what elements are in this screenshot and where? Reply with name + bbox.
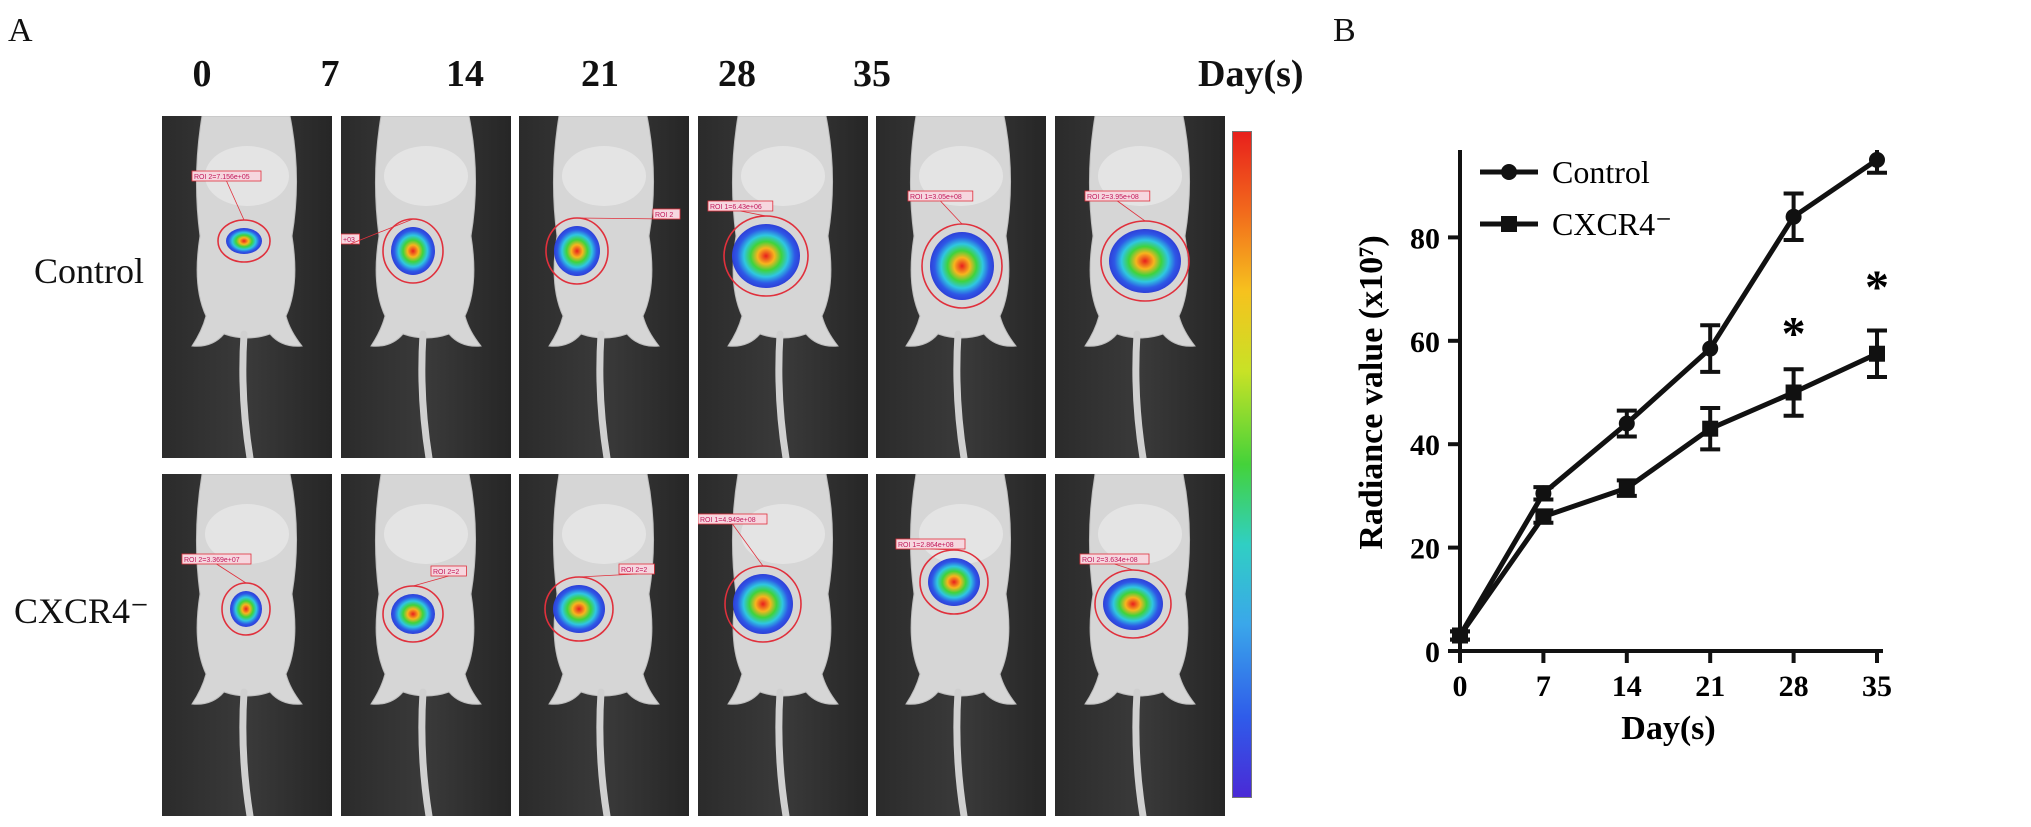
panel-a-letter: A: [8, 12, 33, 49]
x-tick-label-35: 35: [1862, 670, 1892, 703]
svg-text:ROI 2=3.95e+08: ROI 2=3.95e+08: [1087, 194, 1139, 201]
svg-text:ROI 1=3.05e+08: ROI 1=3.05e+08: [910, 194, 962, 201]
day-label-35: 35: [853, 53, 891, 95]
radiance-colorbar: [1232, 131, 1252, 798]
data-point: [1702, 420, 1719, 437]
mouse-image-0-1: +03: [340, 116, 511, 458]
data-point: [1869, 345, 1885, 362]
radiance-line-chart: 0 20 40 60 80 100 0 7 14 21 28 35 Day(s) Radiance val…: [1353, 150, 1892, 747]
mouse-image-1-1: ROI 2=2: [340, 474, 511, 816]
mouse-image-1-2: ROI 2=2: [519, 474, 689, 816]
data-point: [1702, 340, 1719, 357]
y-tick-label-20: 20: [1410, 533, 1440, 566]
svg-text:ROI 2=2: ROI 2=2: [621, 567, 647, 574]
legend-label-0: Control: [1552, 154, 1650, 190]
mouse-image-1-4: ROI 1=2.864e+08: [876, 474, 1046, 816]
day-label-14: 14: [446, 53, 484, 95]
day-unit-label: Day(s): [1198, 53, 1304, 95]
legend-marker-0: [1501, 164, 1517, 180]
mouse-image-0-3: ROI 1=6.43e+06: [697, 116, 868, 458]
y-tick-label-100: 100: [1395, 150, 1440, 152]
significance-mark-1: *: [1865, 261, 1889, 314]
svg-text:ROI 1=2.864e+08: ROI 1=2.864e+08: [898, 542, 954, 549]
series-line-1: [1457, 351, 1879, 637]
svg-text:ROI 1=6.43e+06: ROI 1=6.43e+06: [710, 204, 762, 211]
data-point: [1452, 627, 1468, 644]
x-tick-label-21: 21: [1695, 670, 1725, 703]
mouse-image-0-4: ROI 1=3.05e+08: [876, 116, 1046, 458]
legend-label-1: CXCR4⁻: [1552, 206, 1672, 242]
series-line-0: [1457, 157, 1879, 637]
mouse-image-1-5: ROI 2=3.634e+08: [1054, 474, 1225, 816]
mouse-image-1-0: ROI 2=3.369e+07: [162, 474, 332, 816]
legend-marker-1: [1501, 216, 1517, 232]
data-point: [1618, 480, 1635, 497]
data-point: [1869, 151, 1885, 168]
mouse-image-0-5: ROI 2=3.95e+08: [1054, 116, 1225, 458]
svg-text:ROI 2: ROI 2: [655, 212, 673, 219]
x-tick-label-7: 7: [1536, 670, 1551, 703]
mouse-image-0-0: ROI 2=7.156e+05: [162, 116, 332, 458]
day-label-21: 21: [581, 53, 619, 95]
y-tick-label-80: 80: [1410, 222, 1440, 255]
y-tick-label-0: 0: [1425, 636, 1440, 669]
x-tick-label-14: 14: [1612, 670, 1642, 703]
data-point: [1618, 415, 1635, 432]
x-axis-title: Day(s): [1621, 710, 1715, 747]
x-tick-label-0: 0: [1453, 670, 1468, 703]
data-point: [1535, 485, 1552, 502]
mouse-image-0-2: ROI 2: [519, 116, 689, 458]
day-label-28: 28: [718, 53, 756, 95]
svg-text:ROI 1=4.949e+08: ROI 1=4.949e+08: [700, 517, 756, 524]
y-axis-title: Radiance value (x10⁷): [1353, 235, 1390, 549]
day-label-0: 0: [192, 53, 212, 95]
svg-text:ROI 2=3.369e+07: ROI 2=3.369e+07: [184, 557, 240, 564]
day-label-7: 7: [320, 53, 340, 95]
y-tick-label-60: 60: [1410, 326, 1440, 359]
data-point: [1785, 208, 1802, 225]
svg-text:ROI 2=2: ROI 2=2: [433, 569, 459, 576]
mouse-image-grid: ROI 2=7.156e+05 +03 ROI 2 ROI 1=6.43e+06 ROI…: [162, 116, 1225, 816]
row-label-control: Control: [34, 251, 145, 291]
mouse-image-1-3: ROI 1=4.949e+08: [697, 474, 868, 816]
data-point: [1535, 508, 1552, 525]
svg-text:+03: +03: [343, 237, 355, 244]
data-point: [1785, 384, 1802, 401]
y-tick-label-40: 40: [1410, 429, 1440, 462]
svg-text:ROI 2=7.156e+05: ROI 2=7.156e+05: [194, 174, 250, 181]
panel-b-letter: B: [1333, 12, 1356, 49]
significance-mark-0: *: [1782, 307, 1806, 360]
svg-text:ROI 2=3.634e+08: ROI 2=3.634e+08: [1082, 557, 1138, 564]
row-label-cxcr4: CXCR4⁻: [14, 591, 150, 631]
x-tick-label-28: 28: [1779, 670, 1809, 703]
